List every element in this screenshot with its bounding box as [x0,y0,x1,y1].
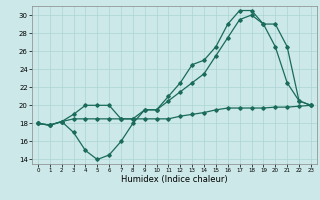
X-axis label: Humidex (Indice chaleur): Humidex (Indice chaleur) [121,175,228,184]
